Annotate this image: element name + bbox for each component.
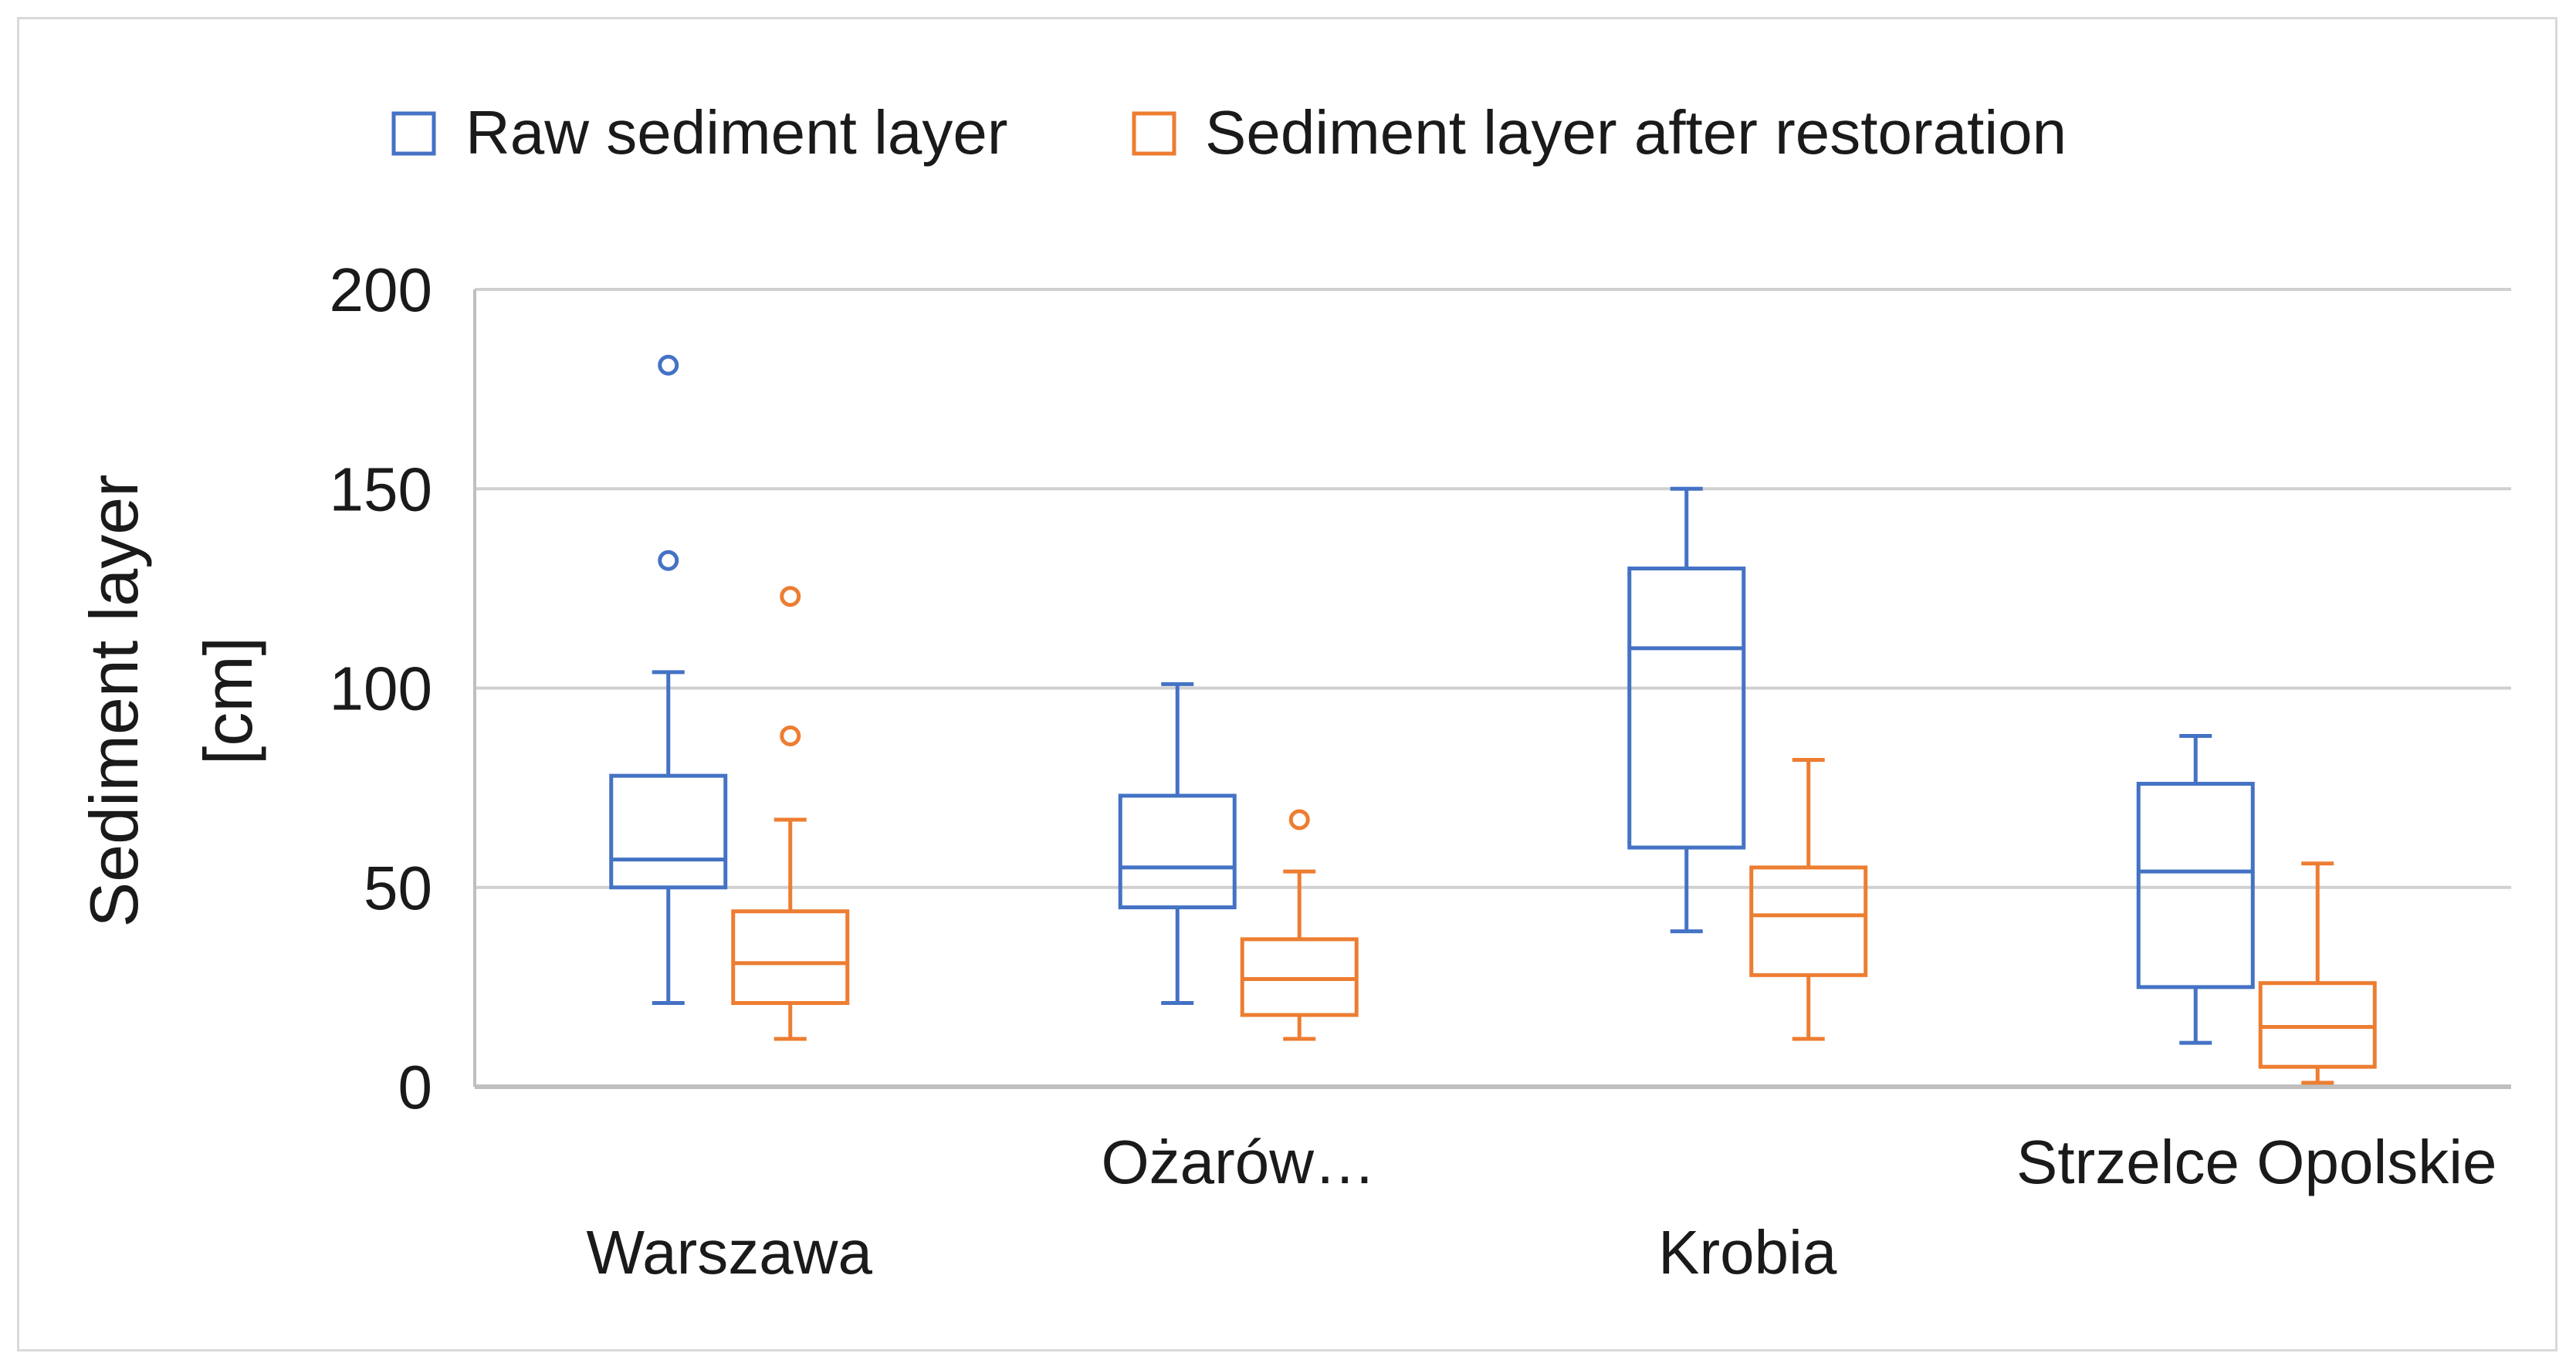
y-tick-label: 50 xyxy=(364,854,432,922)
box-iqr xyxy=(1118,793,1237,910)
box-iqr xyxy=(609,773,728,890)
chart-frame xyxy=(17,17,2557,1351)
y-axis-title-line-1: Sediment layer xyxy=(76,475,152,928)
box-restored xyxy=(2258,861,2377,1085)
box-iqr xyxy=(1627,567,1746,850)
legend-swatch-restored xyxy=(1132,111,1176,156)
box-raw xyxy=(2136,733,2255,1045)
legend: Raw sediment layer Sediment layer after … xyxy=(391,98,2067,167)
box-iqr xyxy=(2258,981,2377,1069)
outlier-point xyxy=(1288,809,1310,830)
legend-label-raw: Raw sediment layer xyxy=(465,98,1008,167)
y-tick-label: 100 xyxy=(330,655,432,723)
legend-label-restored: Sediment layer after restoration xyxy=(1205,98,2067,167)
box-series xyxy=(609,354,2377,1085)
x-category-labels: Warszawa Ożarów… Krobia Strzelce Opolskie xyxy=(587,1128,2497,1287)
box-iqr xyxy=(1749,865,1868,977)
y-tick-label: 200 xyxy=(330,255,432,324)
x-category-label: Strzelce Opolskie xyxy=(2016,1128,2496,1196)
y-tick-label: 150 xyxy=(330,455,432,523)
box-iqr xyxy=(731,909,850,1006)
box-raw xyxy=(1627,486,1746,934)
box-restored xyxy=(1749,757,1868,1041)
x-category-label: Krobia xyxy=(1658,1218,1837,1287)
box-raw xyxy=(609,354,728,1006)
box-iqr xyxy=(2136,781,2255,989)
box-restored xyxy=(731,586,850,1041)
gridlines xyxy=(473,288,2511,1089)
x-category-label: Ożarów… xyxy=(1101,1128,1376,1196)
box-raw xyxy=(1118,682,1237,1006)
outlier-point xyxy=(780,586,801,607)
box-restored xyxy=(1240,809,1359,1041)
legend-swatch-raw xyxy=(391,111,436,156)
y-axis-title: Sediment layer [cm] xyxy=(76,475,266,928)
x-category-label: Warszawa xyxy=(587,1218,873,1287)
outlier-point xyxy=(658,550,679,571)
y-tick-label: 0 xyxy=(398,1053,433,1121)
outlier-point xyxy=(780,725,801,746)
y-axis-title-line-2: [cm] xyxy=(190,637,266,765)
box-iqr xyxy=(1240,937,1359,1017)
outlier-point xyxy=(658,354,679,376)
y-tick-labels: 0 50 100 150 200 xyxy=(330,255,432,1121)
